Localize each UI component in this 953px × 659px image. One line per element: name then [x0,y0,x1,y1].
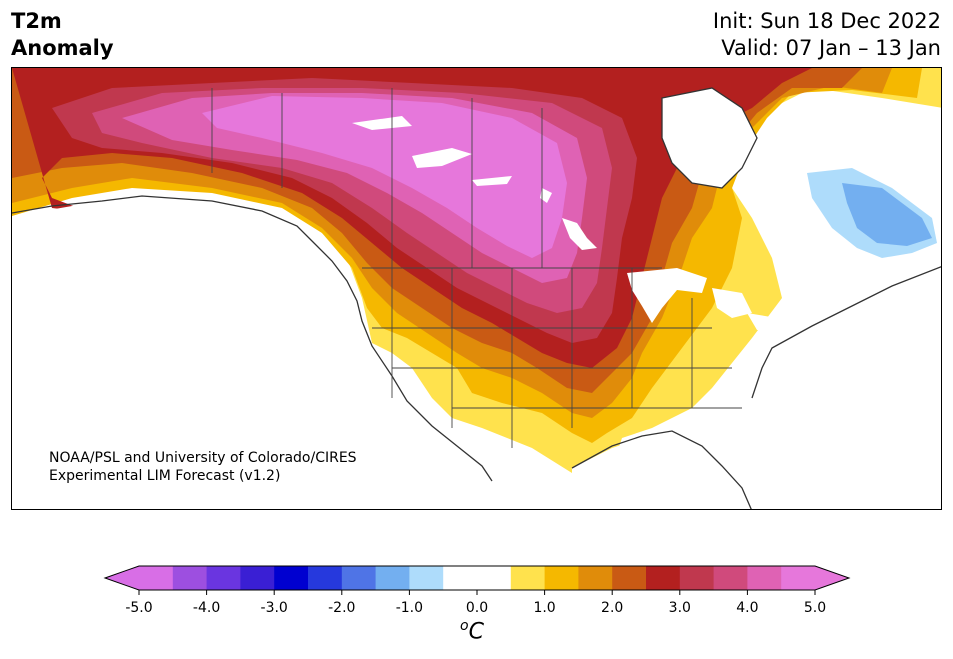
state-borders [211,88,742,448]
hudson-bay [662,88,757,188]
colorbar-bin [375,566,410,590]
coastlines [12,87,941,509]
map-title: T2m Anomaly [11,8,114,62]
colorbar-bin [781,566,816,590]
colorbar-extend-min [105,566,139,590]
colorbar-tick-label: 5.0 [803,600,827,616]
colorbar [103,565,851,595]
colorbar-bin [443,566,478,590]
date-info: Init: Sun 18 Dec 2022 Valid: 07 Jan – 13… [713,8,941,62]
colorbar-bin [510,566,546,590]
unit-label: C [468,619,484,645]
credit-text: NOAA/PSL and University of Colorado/CIRE… [49,449,357,485]
colorbar-tick-label: -4.0 [192,600,221,616]
colorbar-bin [477,566,512,590]
colorbar-bin [341,566,377,590]
canadian-lakes [352,116,597,250]
credit-line-2: Experimental LIM Forecast (v1.2) [49,468,281,484]
title-line-1: T2m [11,9,62,33]
colorbar-tick-label: -5.0 [125,600,153,616]
colorbar-bin [206,566,241,590]
title-line-2: Anomaly [11,36,114,60]
colorbar-bin [679,566,715,590]
great-lakes [627,268,782,330]
colorbar-tick-label: -3.0 [260,600,288,616]
colorbar-bin [612,566,647,590]
colorbar-tick-label: 1.0 [533,600,556,616]
colorbar-bin [308,566,343,590]
anomaly-map [11,67,942,510]
colorbar-bin [274,566,309,590]
gulf-of-mexico [572,433,771,509]
anomaly-contour-5.0 [202,96,567,258]
colorbar-bin [240,566,275,590]
colorbar-bin [172,566,208,590]
init-date: Init: Sun 18 Dec 2022 [712,9,941,33]
credit-line-1: NOAA/PSL and University of Colorado/CIRE… [49,450,357,466]
map-canvas [12,68,941,509]
colorbar-bin [713,566,748,590]
colorbar-unit: oC [460,618,484,644]
colorbar-bin [747,566,782,590]
colorbar-bin [578,566,613,590]
pacific-ocean [12,198,492,509]
atlantic-ocean [747,268,941,509]
colorbar-bin [139,566,174,590]
cold-anomaly-1.0 [842,183,932,246]
colorbar-bin [544,566,579,590]
colorbar-tick-label: 0.0 [465,600,489,616]
colorbar-bin [646,566,681,590]
colorbar-tick-label: 2.0 [601,600,624,616]
colorbar-bin [409,566,444,590]
colorbar-tick-label: -2.0 [328,600,356,616]
unit-superscript: o [460,618,469,634]
colorbar-tick-label: 3.0 [668,600,691,616]
colorbar-tick-label: -1.0 [395,600,424,616]
valid-range: Valid: 07 Jan – 13 Jan [721,36,941,60]
colorbar-tick-label: 4.0 [736,600,759,616]
colorbar-extend-max [815,566,849,590]
